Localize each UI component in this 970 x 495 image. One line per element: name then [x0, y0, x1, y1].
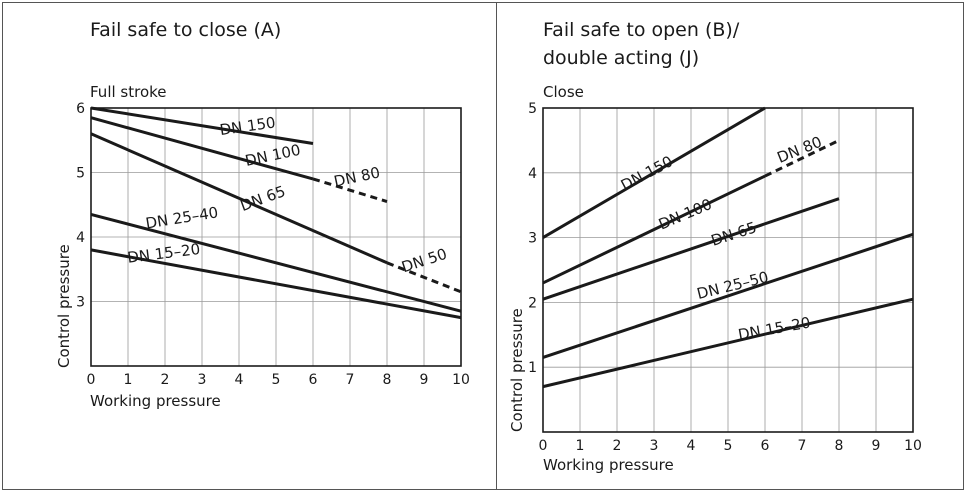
series-line: [542, 232, 914, 359]
series-line: [542, 297, 914, 389]
figure-frame: [2, 2, 964, 490]
series-line: [90, 212, 462, 313]
x-tick-label: 1: [124, 372, 133, 388]
series-label: DN 15–20: [737, 313, 812, 343]
y-tick-label: 4: [528, 166, 537, 182]
series-line: [90, 106, 314, 145]
x-tick-label: 9: [420, 372, 429, 388]
y-tick-label: 5: [76, 166, 85, 182]
plot-frame: [542, 107, 914, 433]
series-label-dashed: DN 80: [332, 163, 381, 190]
series-line-dashed: [764, 139, 840, 178]
chart-a-ylabel: Control pressure: [55, 244, 73, 368]
chart-b-title-line2: double acting (J): [543, 47, 699, 69]
x-tick-label: 5: [724, 438, 733, 454]
x-tick-label: 7: [798, 438, 807, 454]
chart-a-top-label: Full stroke: [90, 83, 167, 101]
series-line-dashed: [312, 177, 388, 203]
chart-a-xlabel: Working pressure: [90, 392, 221, 410]
x-tick-label: 8: [835, 438, 844, 454]
x-tick-label: 6: [761, 438, 770, 454]
x-tick-label: 0: [539, 438, 548, 454]
series-label: DN 100: [243, 141, 302, 170]
chart-b-top-label: Close: [543, 83, 584, 101]
series-label: DN 25–50: [695, 268, 770, 303]
series-label: DN 150: [618, 152, 676, 194]
series-label: DN 100: [656, 195, 715, 234]
y-tick-label: 3: [528, 231, 537, 247]
chart-a-title: Fail safe to close (A): [90, 19, 281, 41]
chart-b-ylabel: Control pressure: [508, 308, 526, 432]
series-label: DN 65: [709, 218, 759, 250]
series-line-dashed: [386, 261, 462, 294]
series-label-dashed: DN 80: [775, 133, 825, 167]
x-tick-label: 7: [346, 372, 355, 388]
chart-b-xlabel: Working pressure: [543, 456, 674, 474]
x-tick-label: 4: [687, 438, 696, 454]
x-tick-label: 6: [309, 372, 318, 388]
x-tick-label: 4: [235, 372, 244, 388]
y-tick-label: 6: [76, 101, 85, 117]
x-tick-label: 1: [576, 438, 585, 454]
series-label: DN 25–40: [144, 203, 219, 232]
series-line: [542, 197, 840, 301]
series-line: [90, 132, 388, 265]
panel-divider: [496, 2, 497, 490]
x-tick-label: 0: [87, 372, 96, 388]
series-line: [542, 106, 766, 239]
x-tick-label: 9: [872, 438, 881, 454]
y-tick-label: 2: [528, 295, 537, 311]
x-tick-label: 2: [613, 438, 622, 454]
x-tick-label: 10: [904, 438, 922, 454]
y-tick-label: 5: [528, 101, 537, 117]
chart-b-title-line1: Fail safe to open (B)/: [543, 19, 740, 41]
x-tick-label: 3: [650, 438, 659, 454]
x-tick-label: 2: [161, 372, 170, 388]
x-tick-label: 8: [383, 372, 392, 388]
y-tick-label: 3: [76, 295, 85, 311]
y-tick-label: 4: [76, 230, 85, 246]
x-tick-label: 3: [198, 372, 207, 388]
y-tick-label: 1: [528, 360, 537, 376]
series-line: [542, 174, 766, 285]
plot-frame: [90, 107, 462, 367]
x-tick-label: 10: [452, 372, 470, 388]
x-tick-label: 5: [272, 372, 281, 388]
series-line: [90, 116, 314, 181]
series-line: [90, 248, 462, 320]
